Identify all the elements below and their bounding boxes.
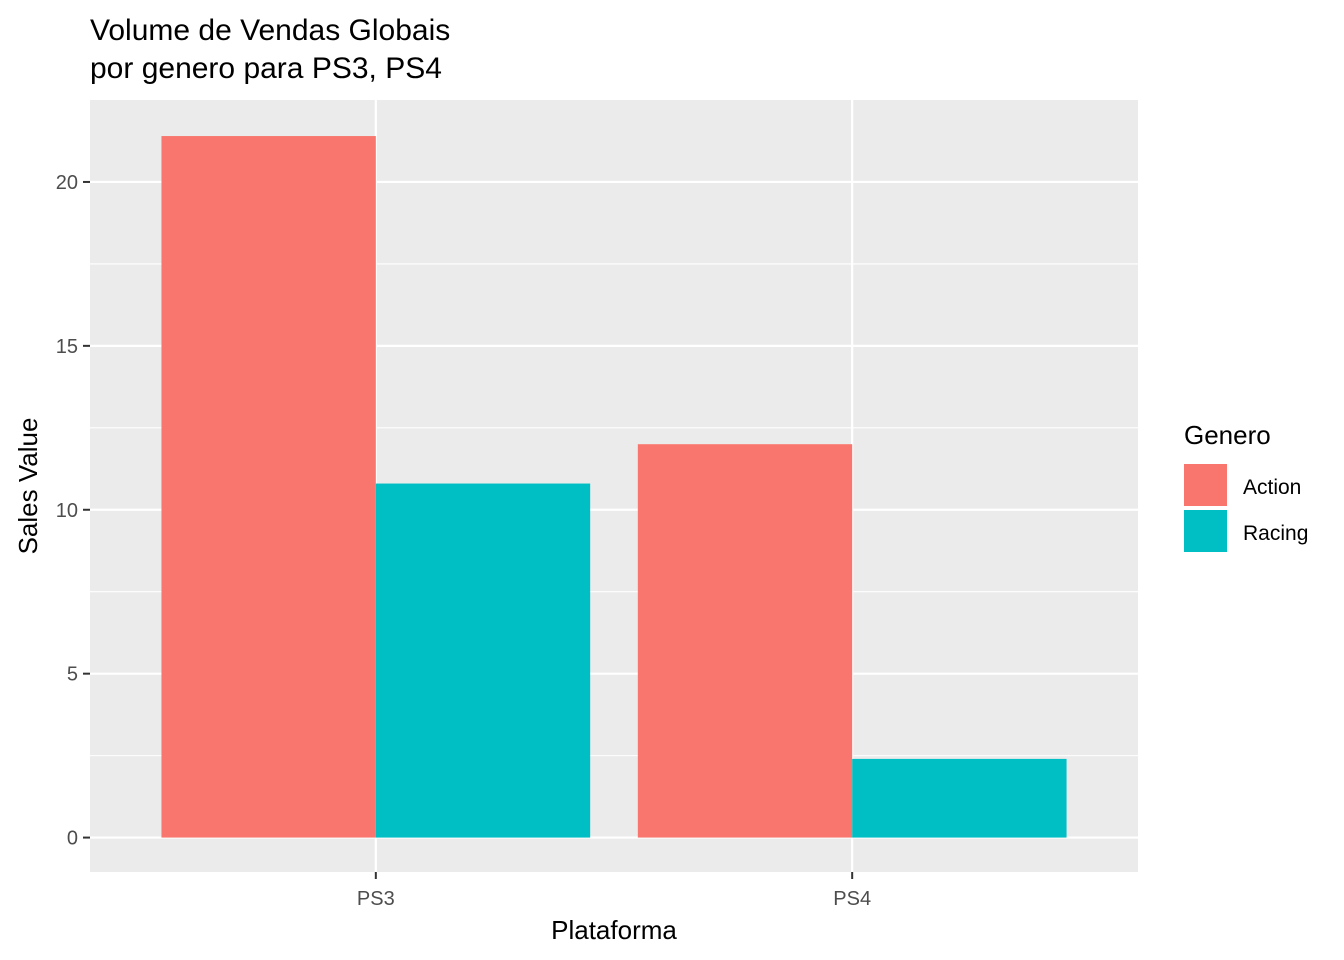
bar-ps3-racing bbox=[375, 483, 591, 838]
legend-key-racing bbox=[1184, 510, 1227, 552]
legend: Genero Action Racing bbox=[1184, 420, 1308, 552]
legend-key-action bbox=[1184, 464, 1227, 506]
y-axis-title: Sales Value bbox=[13, 418, 43, 555]
x-tick-label-1: PS4 bbox=[833, 888, 871, 910]
bar-ps3-action bbox=[161, 136, 376, 838]
legend-label-action: Action bbox=[1243, 476, 1301, 499]
chart-title-line-2: por genero para PS3, PS4 bbox=[90, 52, 442, 85]
chart-title-line-1: Volume de Vendas Globais bbox=[90, 14, 450, 47]
bar-ps4-action bbox=[637, 444, 853, 838]
y-tick-label-3: 15 bbox=[56, 336, 78, 358]
x-axis: PS3 PS4 bbox=[357, 872, 871, 910]
legend-title: Genero bbox=[1184, 420, 1271, 450]
y-axis: 0 5 10 15 20 bbox=[56, 172, 90, 850]
bar-ps4-racing bbox=[852, 758, 1067, 838]
x-axis-title: Plataforma bbox=[551, 915, 677, 945]
bars bbox=[161, 136, 1067, 838]
y-tick-label-4: 20 bbox=[56, 172, 78, 194]
y-tick-label-0: 0 bbox=[67, 828, 78, 850]
legend-label-racing: Racing bbox=[1243, 522, 1308, 545]
y-tick-label-2: 10 bbox=[56, 500, 78, 522]
x-tick-label-0: PS3 bbox=[357, 888, 395, 910]
y-tick-label-1: 5 bbox=[67, 664, 78, 686]
